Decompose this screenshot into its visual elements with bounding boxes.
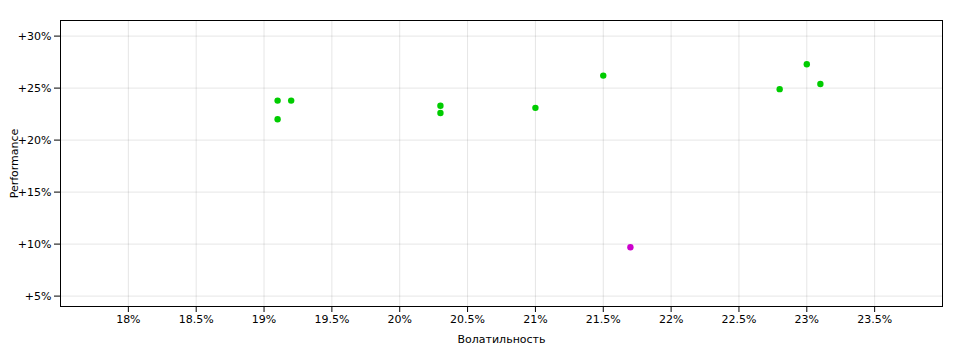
svg-text:18%: 18% <box>116 313 140 326</box>
svg-text:23%: 23% <box>795 313 819 326</box>
svg-text:21%: 21% <box>523 313 547 326</box>
svg-text:+25%: +25% <box>18 82 52 95</box>
svg-text:23.5%: 23.5% <box>857 313 892 326</box>
svg-text:21.5%: 21.5% <box>586 313 621 326</box>
svg-text:Волатильность: Волатильность <box>458 333 546 346</box>
svg-text:18.5%: 18.5% <box>179 313 214 326</box>
svg-text:19%: 19% <box>252 313 276 326</box>
svg-text:+15%: +15% <box>18 186 52 199</box>
svg-text:+30%: +30% <box>18 30 52 43</box>
svg-text:22%: 22% <box>659 313 683 326</box>
svg-text:+20%: +20% <box>18 134 52 147</box>
svg-text:20%: 20% <box>388 313 412 326</box>
svg-text:+5%: +5% <box>25 290 52 303</box>
svg-text:20.5%: 20.5% <box>450 313 485 326</box>
svg-text:Performance: Performance <box>8 128 21 198</box>
svg-text:+10%: +10% <box>18 238 52 251</box>
svg-text:19.5%: 19.5% <box>314 313 349 326</box>
svg-text:22.5%: 22.5% <box>721 313 756 326</box>
